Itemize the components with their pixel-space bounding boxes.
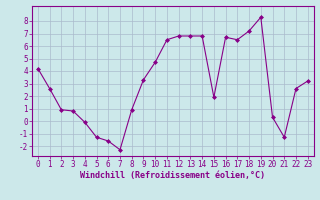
X-axis label: Windchill (Refroidissement éolien,°C): Windchill (Refroidissement éolien,°C) <box>80 171 265 180</box>
